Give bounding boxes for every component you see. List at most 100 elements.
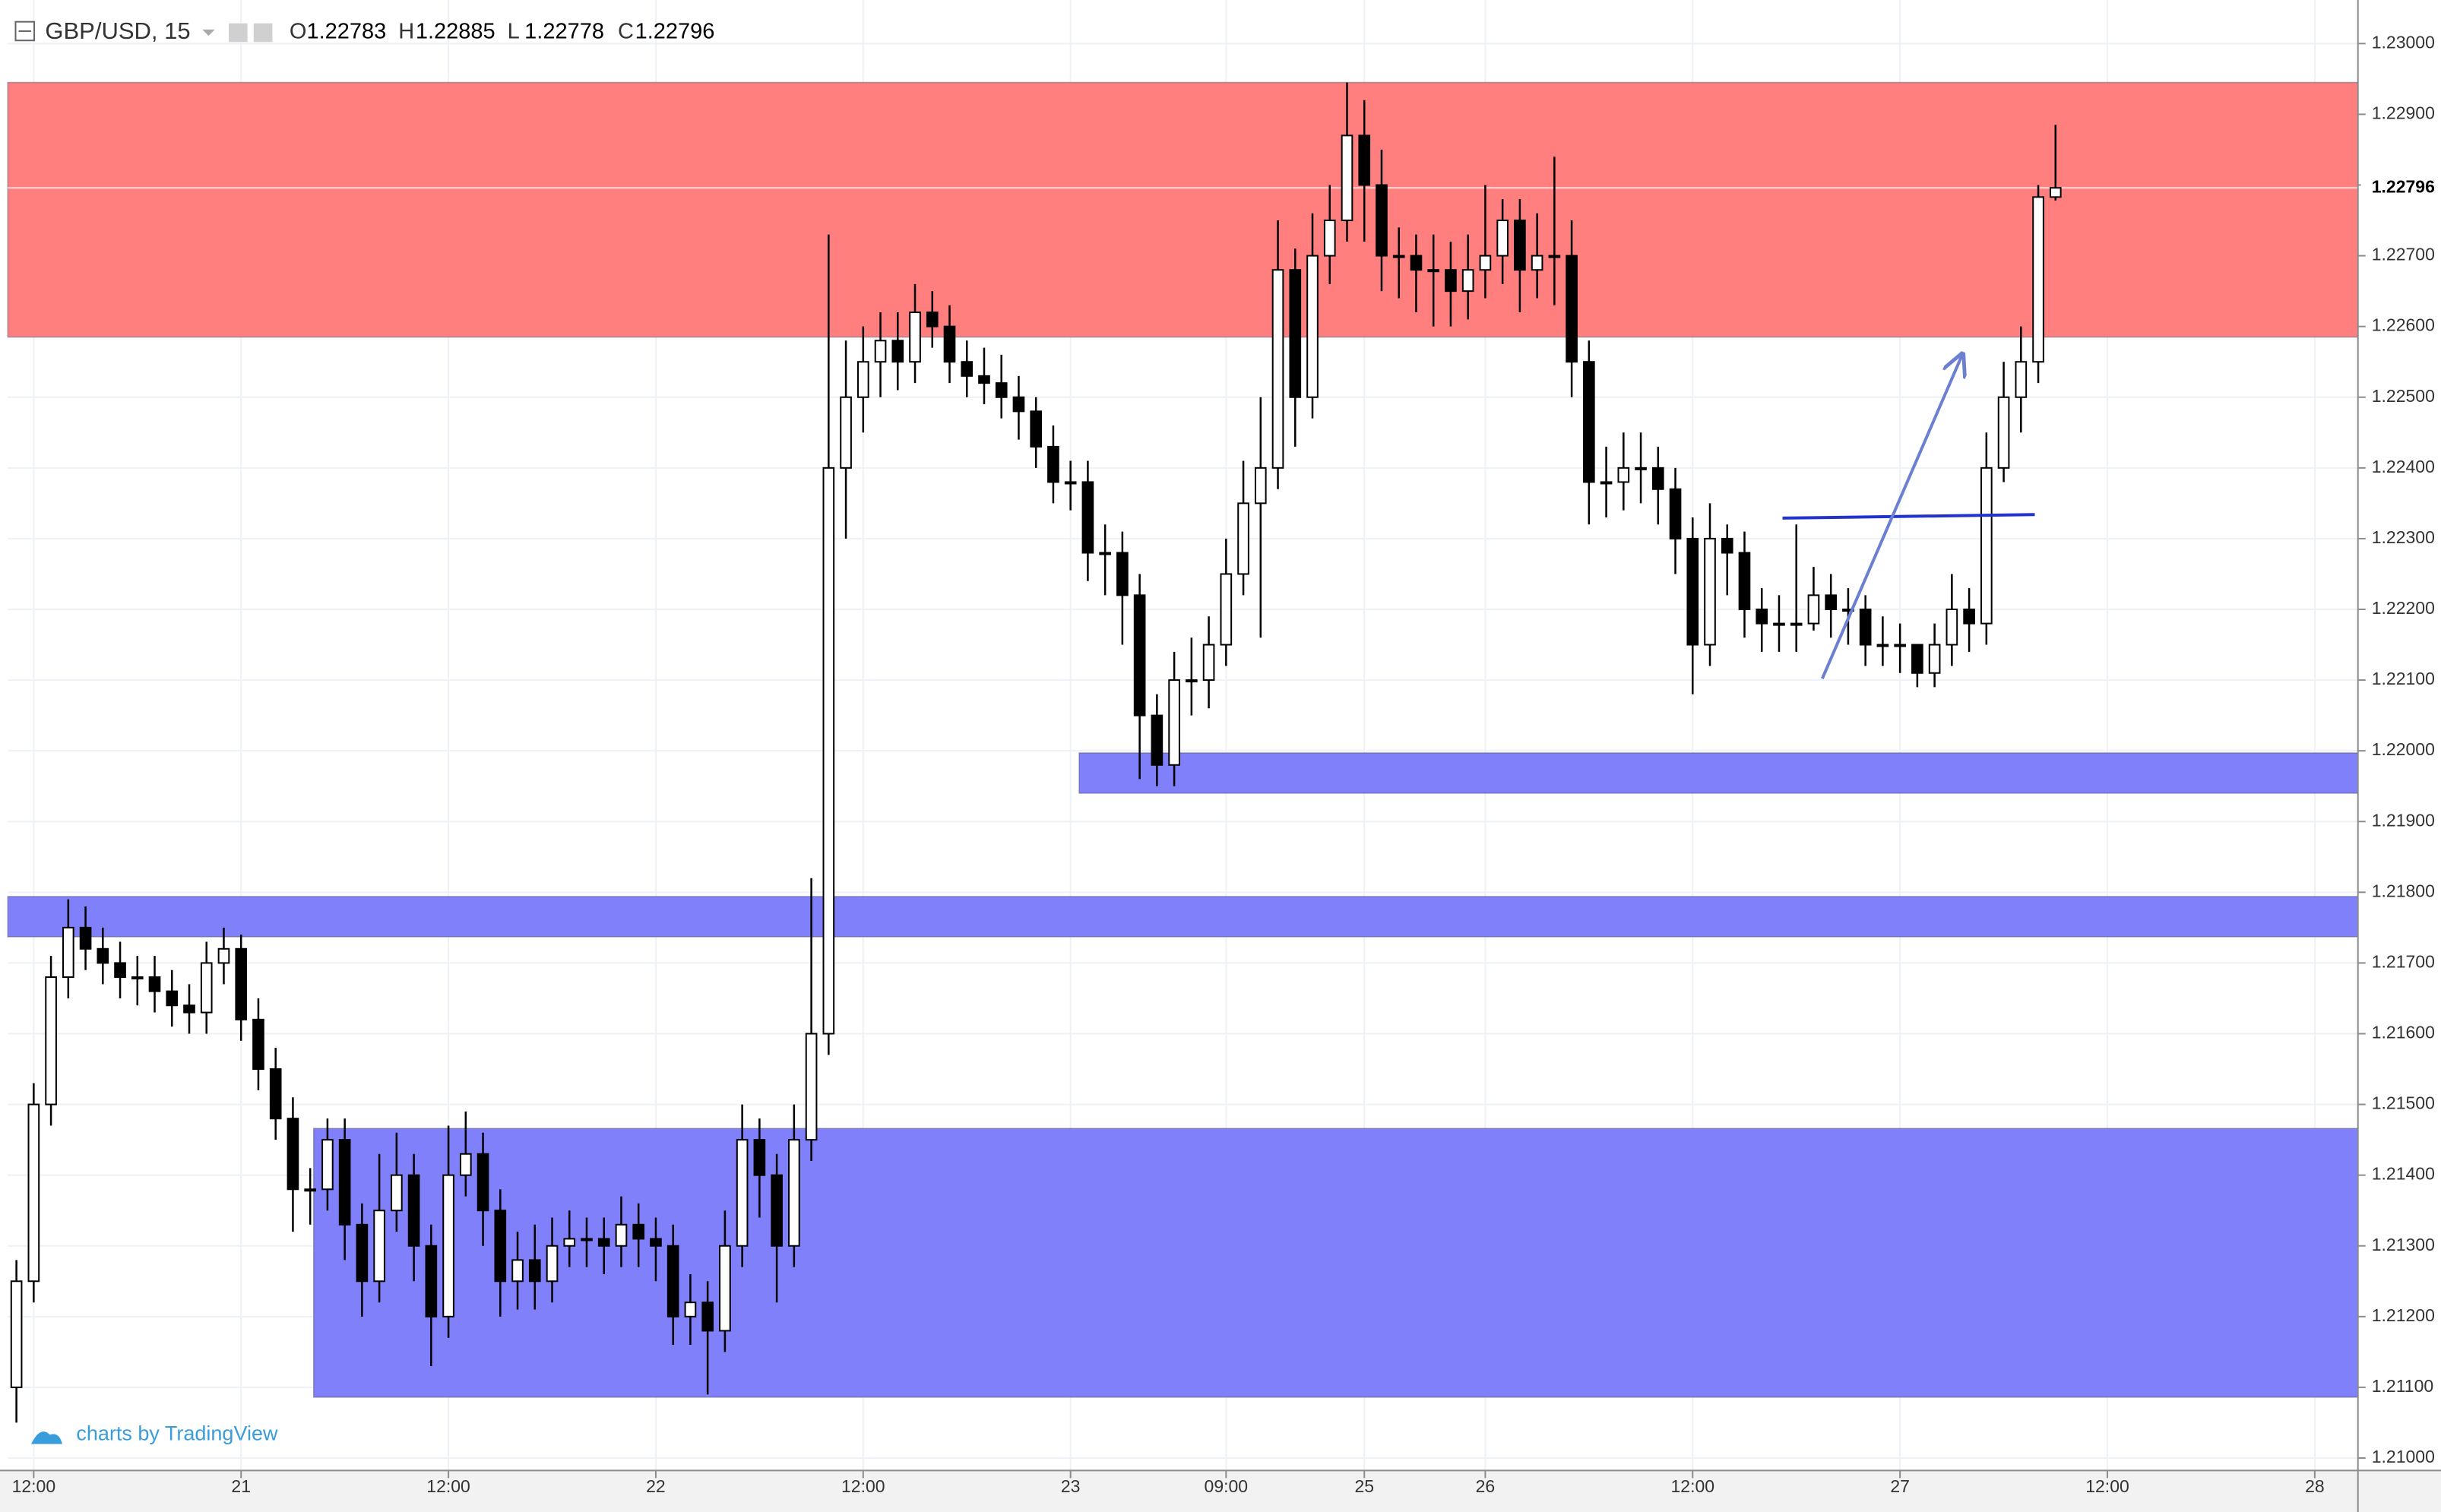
y-tick-label: 1.22900 xyxy=(2372,103,2435,123)
candle-body xyxy=(338,1139,351,1226)
candle-body xyxy=(1410,255,1423,271)
candle-body xyxy=(771,1174,783,1247)
candle-body xyxy=(891,340,904,363)
candle-body xyxy=(1461,269,1474,293)
candle-body xyxy=(1064,481,1077,485)
candle-body xyxy=(1859,608,1872,646)
candle-body xyxy=(1738,552,1751,610)
candle-body xyxy=(1790,622,1803,626)
candle-body xyxy=(131,976,144,980)
dropdown-caret[interactable] xyxy=(202,29,215,36)
y-tick-label: 1.21600 xyxy=(2372,1023,2435,1042)
candle-body xyxy=(304,1188,316,1192)
candle-body xyxy=(1341,134,1353,222)
candle-body xyxy=(356,1223,369,1283)
x-tick-label: 27 xyxy=(1890,1476,1910,1496)
candle-body xyxy=(407,1174,420,1247)
ohlc-label: L xyxy=(508,20,520,44)
candle-body xyxy=(217,947,230,964)
candle-body xyxy=(1807,594,1820,625)
candle-body xyxy=(684,1302,697,1317)
candle-body xyxy=(1911,644,1923,674)
candle-body xyxy=(287,1118,299,1191)
candle-body xyxy=(528,1259,541,1283)
ohlc-value: 1.22778 xyxy=(524,20,604,44)
watermark-logo xyxy=(30,1431,62,1444)
candle-body xyxy=(1151,714,1164,766)
y-tick-label: 1.22300 xyxy=(2372,527,2435,547)
candle-body xyxy=(1168,679,1180,766)
candle-body xyxy=(166,990,179,1007)
candle-body xyxy=(1133,594,1146,716)
candle-body xyxy=(1721,537,1733,554)
candle-body xyxy=(1445,269,1457,293)
candle-body xyxy=(1392,255,1405,258)
x-tick-label: 12:00 xyxy=(12,1476,56,1496)
candle-body xyxy=(494,1210,507,1283)
candle-body xyxy=(269,1068,282,1120)
candle-body xyxy=(2015,361,2028,398)
y-tick-label: 1.21700 xyxy=(2372,951,2435,971)
candle-body xyxy=(425,1245,438,1317)
candle-body xyxy=(45,976,57,1106)
zone xyxy=(1078,752,2359,794)
candle-body xyxy=(1186,679,1198,683)
candle-body xyxy=(235,947,248,1020)
zone xyxy=(312,1128,2359,1398)
candle-body xyxy=(1997,396,2010,469)
candle-body xyxy=(597,1238,610,1247)
candle-body xyxy=(840,396,852,469)
candle-body xyxy=(995,382,1008,398)
candle-body xyxy=(1306,255,1319,398)
candle-body xyxy=(874,340,887,363)
candle-body xyxy=(1220,573,1233,646)
y-tick-label: 1.22700 xyxy=(2372,245,2435,264)
y-tick-label: 1.21000 xyxy=(2372,1447,2435,1466)
candle-body xyxy=(373,1210,385,1283)
candle-body xyxy=(581,1238,593,1242)
current-price-label: 1.22796 xyxy=(2372,176,2435,196)
candle-body xyxy=(666,1245,679,1317)
visibility-icon[interactable] xyxy=(229,23,248,43)
candle-body xyxy=(909,312,921,363)
x-tick-label: 12:00 xyxy=(1670,1476,1714,1496)
candle-body xyxy=(1651,467,1664,490)
candle-body xyxy=(1116,552,1129,596)
x-tick-label: 28 xyxy=(2305,1476,2325,1496)
candle-body xyxy=(1202,644,1215,682)
trend-line xyxy=(1782,513,2035,520)
y-tick-label: 1.21200 xyxy=(2372,1305,2435,1325)
candle-body xyxy=(1756,608,1768,625)
candle-body xyxy=(511,1259,524,1283)
zone xyxy=(7,896,2359,938)
candle-body xyxy=(1323,220,1336,257)
candle-body xyxy=(1237,502,1249,575)
candle-body xyxy=(856,361,869,398)
candle-body xyxy=(2032,196,2044,363)
y-tick-label: 1.21300 xyxy=(2372,1235,2435,1254)
ohlc-label: C xyxy=(618,20,634,44)
collapse-icon[interactable] xyxy=(14,21,36,42)
candle-body xyxy=(719,1245,731,1332)
candle-body xyxy=(97,947,109,964)
x-tick-label: 12:00 xyxy=(426,1476,470,1496)
candle-body xyxy=(476,1153,489,1212)
candle-body xyxy=(1081,481,1094,554)
y-tick-label: 1.22500 xyxy=(2372,386,2435,406)
y-tick-label: 1.22600 xyxy=(2372,315,2435,335)
candle-body xyxy=(1254,467,1267,505)
settings-icon[interactable] xyxy=(253,23,273,43)
candle-body xyxy=(943,325,956,363)
x-tick-label: 21 xyxy=(231,1476,251,1496)
candle-body xyxy=(701,1302,714,1332)
candle-body xyxy=(79,926,92,950)
y-tick-label: 1.21400 xyxy=(2372,1164,2435,1184)
y-tick-label: 1.22400 xyxy=(2372,457,2435,476)
x-tick-label: 09:00 xyxy=(1205,1476,1249,1496)
candle-body xyxy=(1099,552,1111,555)
candle-body xyxy=(1514,220,1526,271)
candle-body xyxy=(1289,269,1302,398)
candle-body xyxy=(650,1238,662,1247)
candle-body xyxy=(546,1245,559,1283)
